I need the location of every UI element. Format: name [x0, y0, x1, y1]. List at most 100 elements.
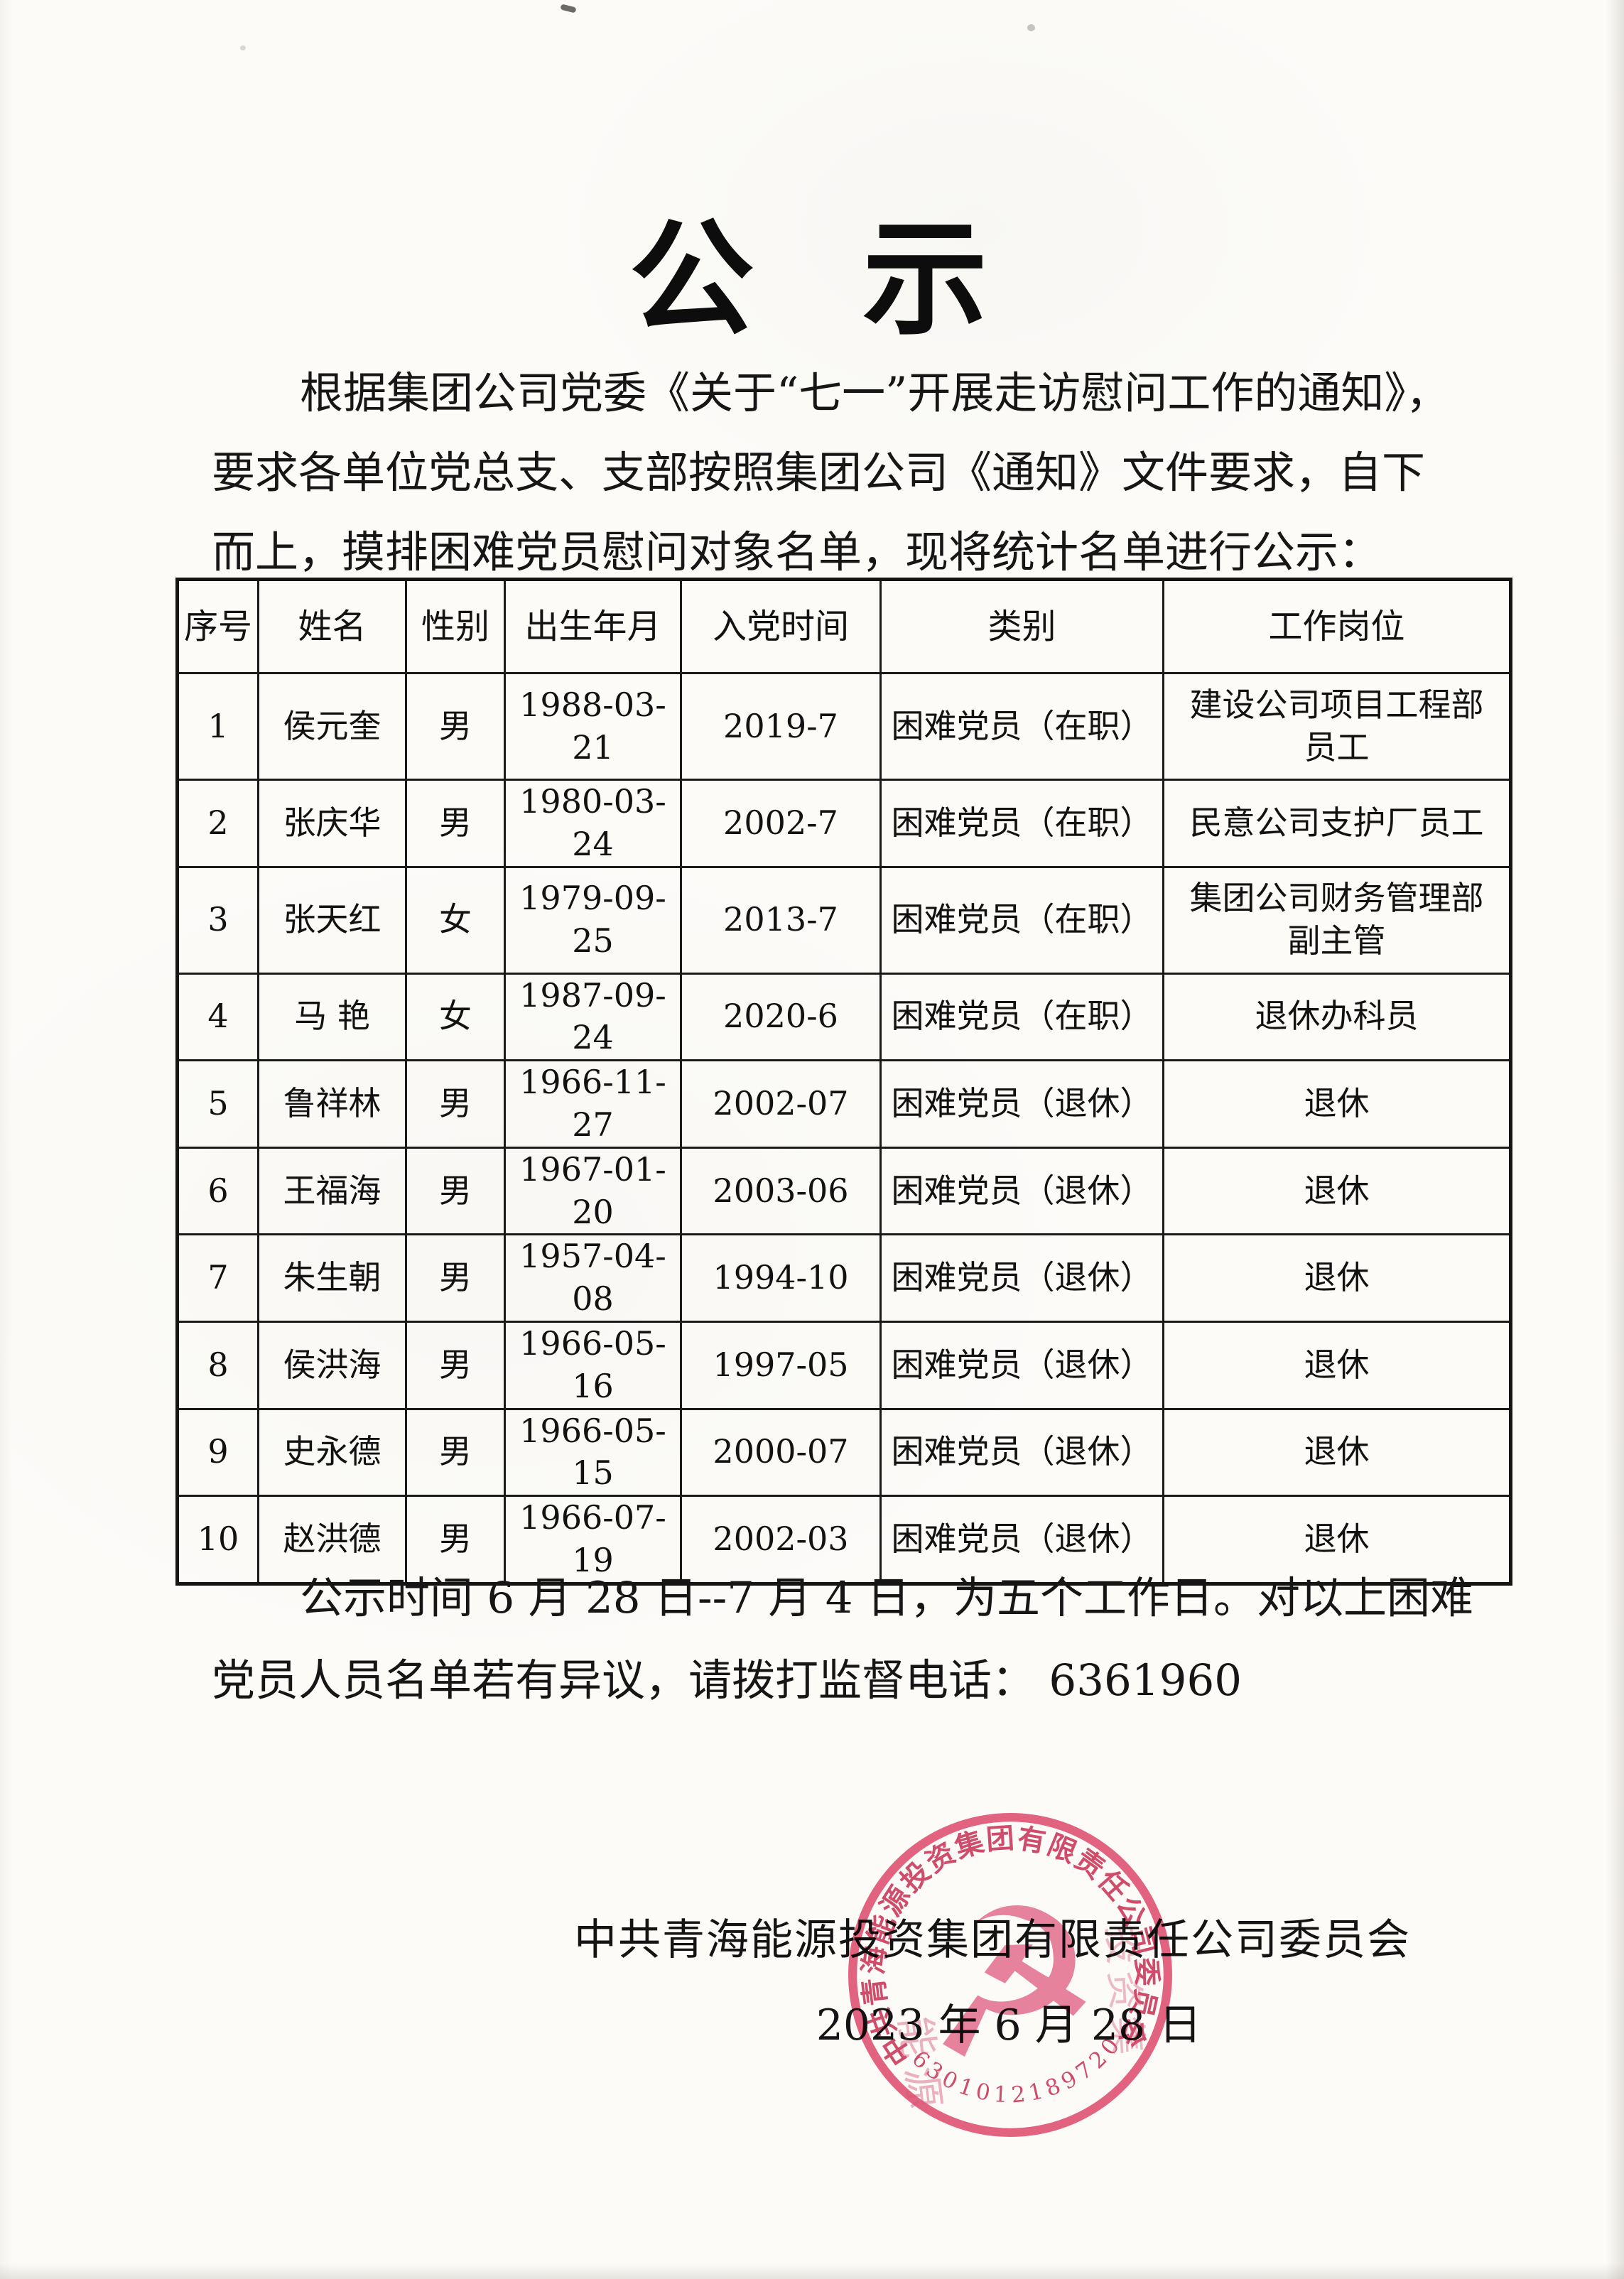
cell-birth: 1967-01-20: [504, 1146, 682, 1236]
cell-category: 困难党员（在职）: [879, 672, 1164, 781]
cell-gender: 男: [405, 1146, 506, 1236]
table-row: 10 赵洪德 男 1966-07-19 2002-03 困难党员（退休） 退休: [176, 1495, 1512, 1585]
cell-category: 困难党员（退休）: [879, 1059, 1164, 1149]
cell-category: 困难党员（退休）: [879, 1320, 1164, 1410]
cell-no: 9: [176, 1407, 259, 1498]
cell-no: 2: [176, 779, 259, 868]
issue-date: 2023 年 6 月 28 日: [816, 2001, 1202, 2050]
cell-gender: 男: [405, 1320, 506, 1410]
cell-gender: 女: [405, 865, 506, 975]
cell-birth: 1980-03-24: [504, 779, 682, 868]
table-row: 9 史永德 男 1966-05-15 2000-07 困难党员（退休） 退休: [176, 1407, 1512, 1498]
cell-no: 4: [176, 972, 259, 1062]
cell-no: 10: [176, 1495, 259, 1585]
table-row: 4 马 艳 女 1987-09-24 2020-6 困难党员（在职） 退休办科员: [176, 972, 1512, 1062]
table-row: 6 王福海 男 1967-01-20 2003-06 困难党员（退休） 退休: [176, 1146, 1512, 1236]
cell-position: 退休: [1162, 1059, 1512, 1149]
cell-position: 退休: [1162, 1495, 1512, 1585]
cell-no: 3: [176, 865, 259, 975]
cell-join: 2020-6: [680, 972, 882, 1062]
cell-category: 困难党员（退休）: [879, 1146, 1164, 1236]
cell-name: 张庆华: [257, 779, 407, 868]
cell-name: 史永德: [257, 1407, 407, 1498]
intro-paragraph: 根据集团公司党委《关于“七一”开展走访慰问工作的通知》， 要求各单位党总支、支部…: [212, 354, 1498, 592]
cell-category: 困难党员（在职）: [879, 865, 1164, 975]
cell-category: 困难党员（退休）: [879, 1407, 1164, 1498]
cell-birth: 1966-07-19: [504, 1495, 682, 1585]
intro-line: 要求各单位党总支、支部按照集团公司《通知》文件要求，自下: [212, 448, 1426, 498]
cell-position: 退休: [1162, 1320, 1512, 1410]
cell-name: 王福海: [257, 1146, 407, 1236]
cell-name: 张天红: [257, 865, 407, 975]
cell-category: 困难党员（在职）: [879, 972, 1164, 1062]
header-name: 姓名: [257, 578, 407, 674]
closing-paragraph: 公示时间 6 月 28 日--7 月 4 日，为五个工作日。对以上困难 党员人员…: [212, 1557, 1498, 1722]
cell-position: 退休: [1162, 1233, 1512, 1323]
cell-position: 集团公司财务管理部 副主管: [1162, 865, 1512, 975]
cell-gender: 男: [405, 1059, 506, 1149]
cell-position: 退休: [1162, 1146, 1512, 1236]
cell-category: 困难党员（退休）: [879, 1495, 1164, 1585]
intro-line: 而上，摸排困难党员慰问对象名单，现将统计名单进行公示：: [212, 527, 1382, 578]
cell-join: 1994-10: [680, 1233, 882, 1323]
cell-no: 5: [176, 1059, 259, 1149]
header-birth: 出生年月: [504, 578, 682, 674]
header-no: 序号: [176, 578, 259, 674]
seal-ring: [848, 1813, 1172, 2137]
cell-birth: 1987-09-24: [504, 972, 682, 1062]
cell-name: 侯元奎: [257, 672, 407, 781]
cell-birth: 1966-05-16: [504, 1320, 682, 1410]
cell-gender: 男: [405, 1495, 506, 1585]
cell-position: 退休: [1162, 1407, 1512, 1498]
cell-gender: 男: [405, 1407, 506, 1498]
scan-speck: [240, 45, 246, 50]
header-category: 类别: [879, 578, 1164, 674]
cell-no: 7: [176, 1233, 259, 1323]
cell-birth: 1966-11-27: [504, 1059, 682, 1149]
cell-no: 8: [176, 1320, 259, 1410]
scan-speck: [1027, 24, 1035, 31]
cell-join: 2019-7: [680, 672, 882, 781]
cell-category: 困难党员（退休）: [879, 1233, 1164, 1323]
closing-line: 公示时间 6 月 28 日--7 月 4 日，为五个工作日。对以上困难: [300, 1573, 1474, 1623]
cell-name: 赵洪德: [257, 1495, 407, 1585]
header-position: 工作岗位: [1162, 578, 1512, 674]
cell-name: 马 艳: [257, 972, 407, 1062]
cell-gender: 男: [405, 1233, 506, 1323]
seal-emblem-icon: ☭: [911, 1858, 1111, 2107]
scan-speck: [560, 4, 577, 13]
cell-join: 2002-7: [680, 779, 882, 868]
cell-birth: 1957-04-08: [504, 1233, 682, 1323]
cell-birth: 1966-05-15: [504, 1407, 682, 1498]
intro-line: 根据集团公司党委《关于“七一”开展走访慰问工作的通知》，: [300, 368, 1449, 418]
cell-gender: 男: [405, 779, 506, 868]
cell-join: 2002-07: [680, 1059, 882, 1149]
cell-join: 2013-7: [680, 865, 882, 975]
official-seal-stamp: ☭ 中共青海能源投资集团有限责任公司委员会 6301012189720 能源 投…: [845, 1809, 1172, 2137]
cell-join: 2000-07: [680, 1407, 882, 1498]
cell-birth: 1988-03-21: [504, 672, 682, 781]
cell-name: 朱生朝: [257, 1233, 407, 1323]
cell-join: 2002-03: [680, 1495, 882, 1585]
cell-birth: 1979-09-25: [504, 865, 682, 975]
table-row: 1 侯元奎 男 1988-03-21 2019-7 困难党员（在职） 建设公司项…: [176, 672, 1512, 781]
cell-gender: 男: [405, 672, 506, 781]
page-title: 公 示: [629, 205, 995, 352]
table-row: 5 鲁祥林 男 1966-11-27 2002-07 困难党员（退休） 退休: [176, 1059, 1512, 1149]
table-row: 2 张庆华 男 1980-03-24 2002-7 困难党员（在职） 民意公司支…: [176, 779, 1512, 868]
table-row: 3 张天红 女 1979-09-25 2013-7 困难党员（在职） 集团公司财…: [176, 865, 1512, 975]
cell-no: 6: [176, 1146, 259, 1236]
table-row: 8 侯洪海 男 1966-05-16 1997-05 困难党员（退休） 退休: [176, 1320, 1512, 1410]
cell-position: 建设公司项目工程部 员工: [1162, 672, 1512, 781]
closing-line: 党员人员名单若有异议，请拨打监督电话： 6361960: [212, 1655, 1243, 1706]
cell-join: 2003-06: [680, 1146, 882, 1236]
cell-category: 困难党员（在职）: [879, 779, 1164, 868]
table-header-row: 序号 姓名 性别 出生年月 入党时间 类别 工作岗位: [176, 578, 1512, 674]
cell-gender: 女: [405, 972, 506, 1062]
cell-no: 1: [176, 672, 259, 781]
header-join: 入党时间: [680, 578, 882, 674]
cell-name: 侯洪海: [257, 1320, 407, 1410]
cell-position: 退休办科员: [1162, 972, 1512, 1062]
table-row: 7 朱生朝 男 1957-04-08 1994-10 困难党员（退休） 退休: [176, 1233, 1512, 1323]
